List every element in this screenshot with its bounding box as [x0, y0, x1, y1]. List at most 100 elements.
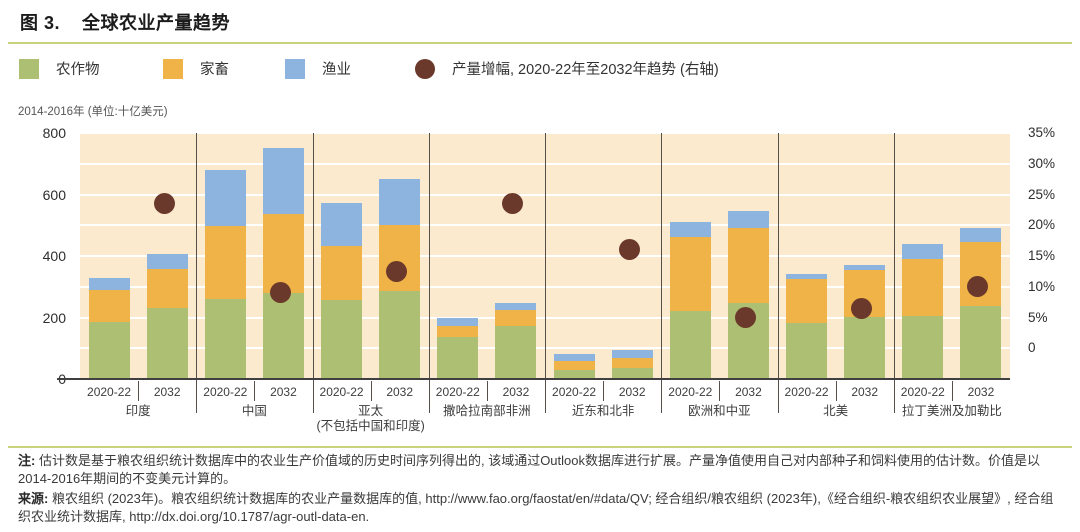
x-year-label: 2032: [967, 385, 995, 399]
group-label-line1: 亚太: [358, 404, 384, 418]
left-axis-tick-label: 600: [42, 186, 66, 203]
bar-segment-crops: [902, 315, 944, 379]
bar-segment-fisheries: [321, 203, 363, 246]
group-separator: [429, 133, 430, 413]
group-label: 北美: [778, 404, 894, 419]
livestock-swatch-icon: [163, 58, 183, 79]
note-label: 注:: [18, 453, 36, 468]
figure-source: 来源: 粮农组织 (2023年)。粮农组织统计数据库的农业产量数据库的值, ht…: [18, 490, 1066, 525]
bar-segment-crops: [669, 310, 711, 379]
bar-segment-crops: [611, 367, 653, 379]
bar-stack-2020-22: [902, 244, 944, 379]
group-label-line1: 欧洲和中亚: [688, 404, 751, 418]
bar-segment-fisheries: [262, 148, 304, 214]
bar-segment-fisheries: [88, 278, 130, 291]
bar-segment-livestock: [146, 268, 188, 309]
axis-tick: [951, 381, 953, 401]
x-year-label: 2032: [153, 385, 181, 399]
group-separator: [661, 133, 662, 413]
bar-stack-2032: [611, 350, 653, 379]
legend-item-crops: 农作物: [19, 58, 100, 79]
x-year-label: 2032: [386, 385, 414, 399]
bar-segment-livestock: [553, 361, 595, 370]
bar-segment-fisheries: [437, 318, 479, 327]
growth-dot: [386, 260, 407, 282]
growth-dot: [967, 276, 989, 298]
group-separator: [778, 133, 779, 413]
group-label-line1: 近东和北非: [571, 404, 635, 418]
legend-item-growth: 产量增幅, 2020-22年至2032年趋势 (右轴): [415, 58, 719, 79]
right-axis-tick-label: 25%: [1028, 186, 1056, 202]
note-text: 估计数是基于粮农组织统计数据库中的农业生产价值域的历史时间序列得出的, 该域通过…: [18, 453, 1040, 486]
axis-unit-label: 2014-2016年 (单位:十亿美元): [18, 106, 168, 118]
x-year-label: 2020-22: [668, 385, 713, 399]
group-label: 欧洲和中亚: [661, 404, 777, 419]
x-year-label: 2032: [735, 385, 762, 399]
source-text: 粮农组织 (2023年)。粮农组织统计数据库的农业产量数据库的值, http:/…: [18, 491, 1054, 524]
group-label-line1: 印度: [125, 404, 151, 418]
bar-segment-crops: [379, 291, 421, 379]
bar-segment-livestock: [204, 225, 246, 300]
right-axis-tick-label: 5%: [1028, 309, 1048, 325]
bar-segment-crops: [844, 316, 886, 379]
axis-tick: [835, 381, 837, 401]
group-separator: [894, 133, 895, 413]
bar-stack-2032: [727, 210, 769, 379]
group-separator: [545, 133, 546, 413]
x-year-label: 2032: [502, 385, 530, 399]
bar-segment-livestock: [321, 245, 363, 300]
x-year-label: 2020-22: [900, 385, 945, 399]
bar-stack-2020-22: [553, 354, 595, 379]
bar-segment-livestock: [611, 357, 653, 368]
axis-tick: [603, 381, 605, 401]
notes-divider: [8, 446, 1072, 448]
bar-segment-livestock: [495, 310, 537, 327]
group-label-line1: 北美: [823, 404, 849, 418]
legend-label: 产量增幅, 2020-22年至2032年趋势 (右轴): [452, 62, 719, 78]
right-axis-tick-label: 35%: [1028, 125, 1056, 140]
bar-segment-fisheries: [495, 302, 537, 311]
bar-segment-crops: [786, 323, 828, 379]
bar-segment-crops: [262, 293, 304, 379]
figure-title: 图 3. 全球农业产量趋势: [20, 9, 230, 35]
group-separator: [313, 133, 314, 413]
x-year-label: 2020-22: [319, 385, 364, 399]
bar-stack-2020-22: [321, 203, 363, 379]
bar-segment-fisheries: [146, 254, 188, 269]
right-axis-tick-label: 20%: [1028, 217, 1056, 233]
bar-segment-crops: [146, 308, 188, 379]
right-axis-tick-label: 30%: [1028, 155, 1056, 171]
bar-stack-2020-22: [786, 274, 828, 379]
bar-segment-fisheries: [960, 228, 1002, 243]
growth-dot: [502, 193, 524, 215]
legend-label: 渔业: [322, 62, 351, 78]
bar-segment-crops: [960, 306, 1002, 379]
bar-segment-livestock: [262, 213, 304, 294]
bar-segment-crops: [495, 326, 537, 379]
group-label-line1: 中国: [241, 404, 267, 418]
x-year-label: 2032: [851, 385, 879, 399]
axis-tick: [719, 381, 721, 401]
x-year-label: 2020-22: [435, 385, 480, 399]
growth-dot-icon: [415, 58, 435, 79]
bar-segment-crops: [88, 322, 130, 379]
bar-segment-livestock: [88, 290, 130, 323]
bar-stack-2020-22: [669, 221, 711, 379]
legend-label: 农作物: [56, 62, 100, 78]
bar-segment-fisheries: [902, 244, 944, 260]
group-label: 亚太 (不包括中国和印度): [313, 404, 429, 434]
bar-segment-livestock: [960, 242, 1002, 307]
bar-stack-2032: [960, 228, 1002, 379]
growth-dot: [618, 239, 640, 261]
x-year-label: 2020-22: [552, 385, 597, 399]
group-label-line1: 拉丁美洲及加勒比: [901, 404, 1002, 418]
bar-segment-livestock: [727, 228, 769, 304]
right-axis-tick-label: 0: [1028, 340, 1036, 356]
left-axis-tick-label: 400: [42, 248, 66, 264]
group-label-line1: 撒哈拉南部非洲: [443, 404, 531, 418]
bar-stack-2020-22: [88, 278, 130, 379]
legend-item-fisheries: 渔业: [285, 58, 351, 79]
bar-segment-fisheries: [669, 221, 711, 237]
growth-dot: [269, 282, 291, 304]
bar-stack-2020-22: [437, 318, 479, 379]
